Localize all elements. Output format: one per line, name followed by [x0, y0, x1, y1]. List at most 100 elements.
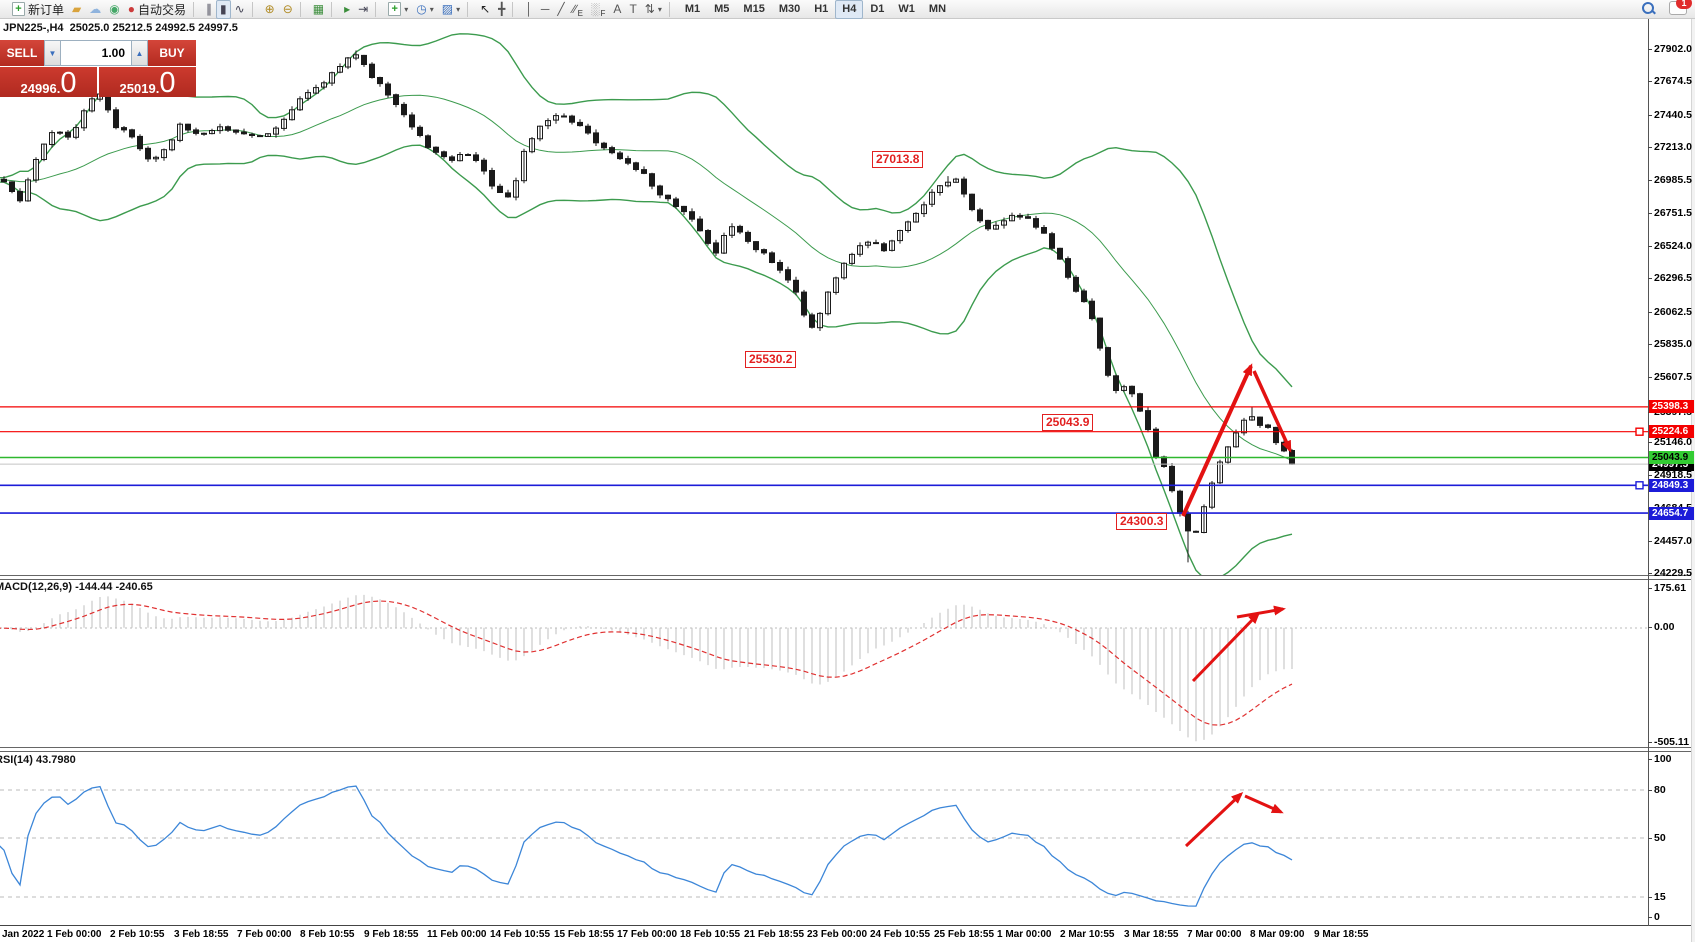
volume-input[interactable]: 1.00: [61, 40, 131, 66]
price-tick: 26751.5: [1648, 207, 1692, 220]
drawn-arrows[interactable]: [1181, 363, 1292, 848]
equidistant-channel-button[interactable]: ∕∕ E: [569, 0, 587, 19]
community-icon[interactable]: ☁: [85, 0, 105, 19]
crosshair-button-glyph: ╋: [498, 2, 506, 16]
volume-decrease-button[interactable]: ▼: [44, 40, 61, 66]
price-tick: 24457.0: [1648, 534, 1692, 547]
arrows-button[interactable]: ⇅ ▾: [641, 0, 666, 19]
indicators-button-glyph: +: [388, 2, 402, 16]
sell-button[interactable]: SELL: [0, 40, 44, 66]
autoscroll-button[interactable]: ▸: [340, 0, 354, 19]
macd-layer: [0, 594, 1648, 742]
rsi-axis-tick: 80: [1648, 783, 1666, 796]
timeframe-w1[interactable]: W1: [891, 0, 922, 19]
text-label-button[interactable]: T: [625, 0, 640, 19]
timeframe-d1[interactable]: D1: [863, 0, 891, 19]
bollinger-bands: [0, 33, 1293, 575]
chart-shift-button[interactable]: ⇥: [354, 0, 372, 19]
timeframe-m15[interactable]: M15: [736, 0, 771, 19]
timeframe-h1-label: H1: [814, 3, 829, 15]
autotrading-button[interactable]: ● 自动交易: [124, 0, 190, 19]
timeframe-h4[interactable]: H4: [835, 0, 864, 19]
buy-button[interactable]: BUY: [148, 40, 196, 66]
dropdown-caret-icon: ▾: [429, 4, 434, 14]
price-tick: 27674.5: [1648, 75, 1692, 88]
dropdown-caret-icon: ▾: [456, 4, 461, 14]
zoom-in-button[interactable]: ⊕: [261, 0, 279, 19]
chart-shift-button-glyph: ⇥: [358, 2, 369, 16]
bar-chart-button[interactable]: ∥: [202, 0, 216, 19]
date-label: Jan 2022: [2, 929, 45, 940]
price-tick: 27213.0: [1648, 141, 1692, 154]
timeframe-d1-label: D1: [870, 3, 885, 15]
timeframe-m30[interactable]: M30: [772, 0, 807, 19]
date-label: 25 Feb 18:55: [934, 929, 995, 940]
rsi-layer: [0, 785, 1648, 907]
autotrading-button-label: 自动交易: [137, 2, 186, 17]
tile-windows-button[interactable]: ▦: [309, 0, 328, 19]
price-tick: 25146.0: [1648, 436, 1692, 449]
sell-price[interactable]: 24996. 0: [0, 67, 97, 98]
toolbar-separator: [375, 1, 380, 17]
rsi-label: RSI(14) 43.7980: [0, 754, 76, 766]
toolbar-separator: [331, 1, 336, 17]
toolbar-separator: [512, 1, 517, 17]
date-label: 14 Feb 10:55: [490, 929, 551, 940]
date-label: 7 Mar 00:00: [1187, 929, 1242, 940]
timeframe-mn-label: MN: [928, 3, 947, 15]
candlestick-button[interactable]: ▮: [216, 0, 231, 19]
timeframe-m5[interactable]: M5: [707, 0, 736, 19]
price-annotation-label[interactable]: 25530.2: [745, 351, 797, 368]
dropdown-caret-icon: ▾: [657, 4, 662, 14]
trendline-button-glyph: ╱: [557, 2, 565, 16]
line-chart-button[interactable]: ∿: [231, 0, 249, 19]
timeframe-m1-label: M1: [684, 3, 701, 15]
horizontal-line-button[interactable]: ─: [537, 0, 554, 19]
rsi-panel-separator[interactable]: [0, 747, 1695, 752]
macd-panel-separator[interactable]: [0, 575, 1695, 580]
volume-increase-button[interactable]: ▲: [131, 40, 148, 66]
autoscroll-button-glyph: ▸: [344, 2, 351, 16]
highlighter-icon-glyph: ▰: [72, 2, 82, 16]
price-tick: 26296.5: [1648, 272, 1692, 285]
fibonacci-button[interactable]: ░ F: [587, 0, 609, 19]
price-annotation-label[interactable]: 27013.8: [872, 151, 924, 168]
date-label: 9 Mar 18:55: [1314, 929, 1369, 940]
main-toolbar: 1 + 新订单 ▰ ☁ ◉ ● 自动交易 ∥ ▮ ∿ ⊕ ⊖ ▦ ▸ ⇥ + ▾ ◷ ▾ ▨ ▾ ↖ ╋ │ ─ ╱ ∕∕ E ░ F A T…: [0, 0, 1695, 19]
toolbar-separator: [299, 1, 305, 17]
zoom-out-button[interactable]: ⊖: [279, 0, 297, 19]
search-icon[interactable]: [1642, 1, 1656, 15]
cursor-button[interactable]: ↖: [476, 0, 494, 19]
templates-button[interactable]: ▨ ▾: [438, 0, 464, 19]
notification-badge: 1: [1676, 0, 1692, 9]
vertical-line-button[interactable]: │: [521, 0, 537, 19]
timeframe-h1[interactable]: H1: [807, 0, 835, 19]
signals-icon[interactable]: ◉: [105, 0, 123, 19]
indicators-button[interactable]: + ▾: [384, 0, 412, 19]
price-line-badge: 24654.7: [1649, 506, 1694, 520]
buy-price[interactable]: 25019. 0: [99, 67, 196, 98]
highlighter-icon[interactable]: ▰: [68, 0, 85, 19]
macd-axis-tick: -505.11: [1647, 735, 1690, 748]
date-label: 2 Mar 10:55: [1060, 929, 1115, 940]
candles-layer: [1, 50, 1295, 563]
equidistant-channel-button-sub: E: [577, 8, 584, 18]
timeframe-m1[interactable]: M1: [678, 0, 707, 19]
chat-icon[interactable]: 1: [1669, 0, 1692, 15]
trendline-button[interactable]: ╱: [553, 0, 568, 19]
text-button[interactable]: A: [609, 0, 625, 19]
periods-button[interactable]: ◷ ▾: [412, 0, 438, 19]
community-icon-glyph: ☁: [89, 2, 102, 16]
new-order-button[interactable]: + 新订单: [8, 0, 68, 19]
crosshair-button[interactable]: ╋: [494, 0, 509, 19]
price-line-badge: 25224.6: [1649, 425, 1694, 439]
date-label: 23 Feb 00:00: [807, 929, 868, 940]
timeframe-mn[interactable]: MN: [922, 0, 953, 19]
fibonacci-button-sub: F: [600, 8, 606, 18]
price-annotation-label[interactable]: 24300.3: [1116, 513, 1168, 530]
timeframe-m5-label: M5: [714, 3, 730, 15]
price-annotation-label[interactable]: 25043.9: [1042, 414, 1094, 431]
horizontal-level-lines[interactable]: [0, 406, 1648, 514]
price-tick: 26524.0: [1648, 239, 1692, 252]
